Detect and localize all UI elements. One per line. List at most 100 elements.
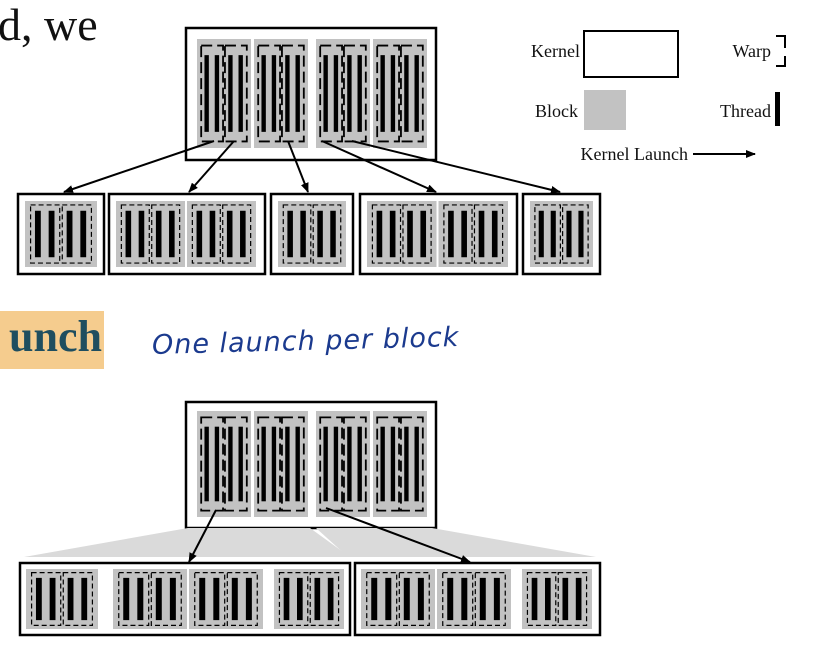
thread bbox=[575, 577, 582, 621]
warp-outline bbox=[443, 204, 473, 264]
warp bbox=[474, 571, 506, 626]
thread bbox=[447, 577, 454, 621]
warp bbox=[319, 44, 343, 143]
warp-outline bbox=[562, 204, 589, 264]
warp bbox=[118, 571, 150, 626]
warp bbox=[398, 571, 430, 626]
warp-outline bbox=[194, 571, 226, 626]
thread-block bbox=[254, 411, 308, 517]
thread bbox=[137, 577, 144, 621]
thread bbox=[323, 426, 328, 502]
thread-block bbox=[197, 39, 251, 148]
warp bbox=[366, 571, 398, 626]
projection-left bbox=[24, 528, 350, 557]
thread bbox=[562, 577, 569, 621]
warp bbox=[61, 204, 93, 264]
launch-arrow bbox=[287, 140, 309, 193]
launch-arrow bbox=[188, 140, 235, 193]
thread bbox=[414, 426, 419, 502]
warp-outline bbox=[281, 416, 305, 512]
thread bbox=[48, 210, 55, 258]
warp-outline bbox=[150, 571, 182, 626]
thread bbox=[491, 210, 498, 258]
thread-block bbox=[437, 569, 511, 629]
warp-outline bbox=[319, 416, 343, 512]
warp bbox=[120, 204, 150, 264]
thread bbox=[155, 577, 162, 621]
warp bbox=[343, 416, 367, 512]
thread bbox=[389, 210, 396, 258]
warp bbox=[151, 204, 181, 264]
thread-block bbox=[316, 39, 370, 148]
thread-block bbox=[187, 201, 256, 267]
thread-block bbox=[26, 569, 98, 629]
thread bbox=[240, 210, 246, 258]
warp-outline bbox=[312, 204, 342, 264]
thread-block bbox=[197, 411, 251, 517]
warp bbox=[224, 416, 248, 512]
thread-block bbox=[373, 39, 427, 148]
launch-arrow bbox=[351, 140, 561, 194]
thread bbox=[578, 210, 584, 258]
warp bbox=[194, 571, 226, 626]
thread-block bbox=[25, 201, 97, 267]
thread bbox=[493, 577, 500, 621]
thread bbox=[420, 210, 427, 258]
warp bbox=[30, 571, 62, 626]
thread bbox=[213, 577, 220, 621]
thread bbox=[66, 210, 73, 258]
thread bbox=[287, 210, 293, 258]
thread bbox=[357, 55, 362, 132]
thread-block bbox=[522, 569, 592, 629]
warp bbox=[257, 44, 281, 143]
warp bbox=[309, 571, 340, 626]
thread bbox=[196, 210, 203, 258]
child-kernels-row bbox=[16, 192, 602, 276]
kernel-launch-arrows bbox=[63, 140, 561, 194]
warp bbox=[191, 204, 221, 264]
thread bbox=[295, 426, 300, 502]
thread-block bbox=[530, 201, 593, 267]
thread bbox=[49, 577, 56, 621]
thread bbox=[403, 577, 410, 621]
projection-right bbox=[316, 528, 596, 557]
warp-outline bbox=[118, 571, 150, 626]
thread bbox=[297, 577, 303, 621]
thread bbox=[333, 55, 339, 132]
thread bbox=[80, 210, 87, 258]
thread bbox=[390, 426, 396, 502]
thread bbox=[226, 210, 233, 258]
thread bbox=[169, 210, 175, 258]
thread bbox=[261, 55, 266, 132]
parent-kernel-bottom bbox=[184, 400, 438, 530]
thread bbox=[228, 55, 233, 132]
thread bbox=[245, 577, 252, 621]
warp-outline bbox=[191, 204, 221, 264]
warp bbox=[226, 571, 258, 626]
thread bbox=[214, 55, 220, 132]
warp-outline bbox=[257, 44, 281, 143]
thread bbox=[214, 426, 220, 502]
thread bbox=[199, 577, 206, 621]
legend-kernel-swatch bbox=[583, 30, 679, 78]
thread bbox=[317, 210, 323, 258]
warp-outline bbox=[62, 571, 94, 626]
thread bbox=[323, 55, 328, 132]
thread bbox=[333, 426, 339, 502]
warp bbox=[473, 204, 504, 264]
thread bbox=[300, 210, 306, 258]
thread bbox=[404, 55, 409, 132]
warp-outline bbox=[376, 44, 400, 143]
thread bbox=[125, 210, 132, 258]
warp-outline bbox=[534, 204, 561, 264]
thread-block bbox=[278, 201, 346, 267]
thread bbox=[81, 577, 88, 621]
warp bbox=[62, 571, 94, 626]
thread bbox=[271, 426, 277, 502]
thread bbox=[531, 577, 538, 621]
warp-outline bbox=[257, 416, 281, 512]
thread bbox=[261, 426, 266, 502]
thread-block bbox=[367, 201, 437, 267]
thread bbox=[417, 577, 424, 621]
warp bbox=[371, 204, 402, 264]
